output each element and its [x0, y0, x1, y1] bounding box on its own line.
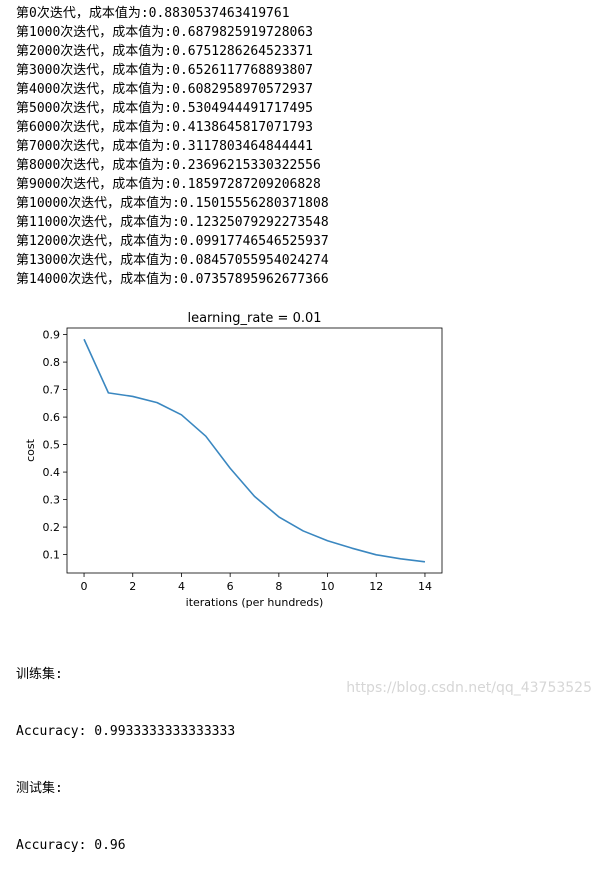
- results-output: 训练集: Accuracy: 0.9933333333333333 测试集: A…: [16, 627, 235, 874]
- x-tick-label: 8: [275, 580, 282, 593]
- log-line: 第11000次迭代，成本值为:0.12325079292273548: [16, 213, 329, 232]
- y-tick-label: 0.6: [43, 411, 61, 424]
- x-tick-label: 10: [321, 580, 335, 593]
- x-tick-label: 0: [81, 580, 88, 593]
- log-line: 第14000次迭代，成本值为:0.07357895962677366: [16, 270, 329, 289]
- y-tick-label: 0.1: [43, 549, 61, 562]
- x-tick-label: 12: [369, 580, 383, 593]
- log-line: 第3000次迭代，成本值为:0.6526117768893807: [16, 61, 329, 80]
- log-line: 第10000次迭代，成本值为:0.15015556280371808: [16, 194, 329, 213]
- train-set-label: 训练集:: [16, 665, 235, 684]
- log-line: 第2000次迭代，成本值为:0.6751286264523371: [16, 42, 329, 61]
- log-line: 第4000次迭代，成本值为:0.6082958970572937: [16, 80, 329, 99]
- y-tick-label: 0.3: [43, 494, 61, 507]
- plot-frame: [67, 328, 442, 573]
- x-tick-label: 2: [129, 580, 136, 593]
- y-tick-label: 0.9: [43, 329, 61, 342]
- log-line: 第12000次迭代，成本值为:0.09917746546525937: [16, 232, 329, 251]
- log-line: 第0次迭代，成本值为:0.8830537463419761: [16, 4, 329, 23]
- train-accuracy: Accuracy: 0.9933333333333333: [16, 722, 235, 741]
- log-line: 第7000次迭代，成本值为:0.3117803464844441: [16, 137, 329, 156]
- log-line: 第8000次迭代，成本值为:0.23696215330322556: [16, 156, 329, 175]
- cost-line: [84, 339, 425, 562]
- watermark: https://blog.csdn.net/qq_43753525: [346, 680, 592, 696]
- y-tick-label: 0.8: [43, 356, 61, 369]
- test-accuracy: Accuracy: 0.96: [16, 836, 235, 855]
- y-axis-label: cost: [24, 438, 37, 462]
- cost-chart: learning_rate = 0.01 0.1 0.2 0.3 0.4 0.5 0.6 0.…: [20, 303, 460, 613]
- log-line: 第5000次迭代，成本值为:0.5304944491717495: [16, 99, 329, 118]
- y-tick-label: 0.7: [43, 384, 61, 397]
- x-tick-label: 4: [178, 580, 185, 593]
- y-tick-label: 0.2: [43, 521, 61, 534]
- test-set-label: 测试集:: [16, 779, 235, 798]
- log-line: 第1000次迭代，成本值为:0.6879825919728063: [16, 23, 329, 42]
- y-tick-label: 0.5: [43, 439, 61, 452]
- log-line: 第9000次迭代，成本值为:0.18597287209206828: [16, 175, 329, 194]
- x-tick-label: 14: [418, 580, 432, 593]
- log-line: 第6000次迭代，成本值为:0.4138645817071793: [16, 118, 329, 137]
- chart-title: learning_rate = 0.01: [187, 311, 321, 326]
- log-line: 第13000次迭代，成本值为:0.08457055954024274: [16, 251, 329, 270]
- x-tick-label: 6: [227, 580, 234, 593]
- y-tick-label: 0.4: [43, 466, 61, 479]
- x-axis-label: iterations (per hundreds): [186, 596, 324, 609]
